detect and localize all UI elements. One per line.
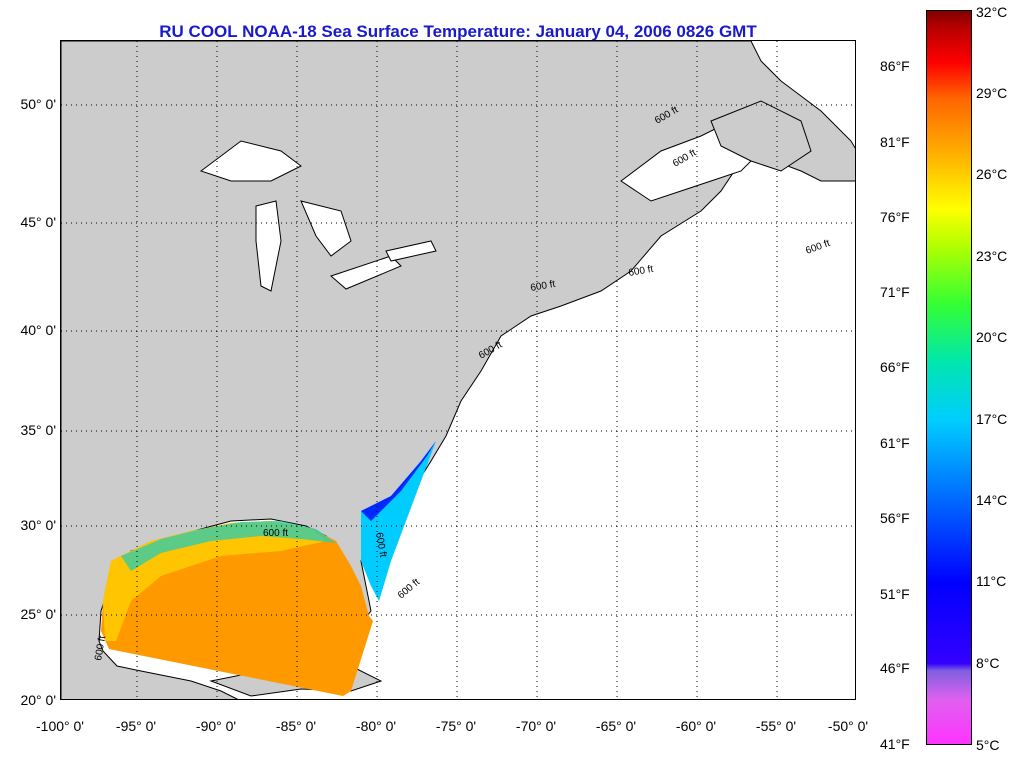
lon-label: -55° 0' <box>755 718 797 734</box>
map-title: RU COOL NOAA-18 Sea Surface Temperature:… <box>159 22 757 41</box>
lat-label: 40° 0' <box>20 322 56 338</box>
gridlines <box>61 41 855 699</box>
lat-label: 45° 0' <box>20 214 56 230</box>
sst-atlantic-cold-edge <box>361 441 436 521</box>
colorbar-c-label: 29°C <box>976 85 1008 101</box>
colorbar-f-label: 51°F <box>880 586 910 602</box>
lake-superior <box>199 140 302 182</box>
colorbar-f-label: 41°F <box>880 736 910 752</box>
contour-label: 600 ft <box>93 635 108 662</box>
colorbar-c-label: 23°C <box>976 248 1008 264</box>
lon-label: -85° 0' <box>275 718 317 734</box>
colorbar-f-label: 71°F <box>880 284 910 300</box>
lat-label: 25° 0' <box>20 606 56 622</box>
colorbar-c-label: 26°C <box>976 166 1008 182</box>
lat-label: 35° 0' <box>20 422 56 438</box>
lat-label: 30° 0' <box>20 517 56 533</box>
colorbar-f-label: 66°F <box>880 359 910 375</box>
lon-label: -80° 0' <box>355 718 397 734</box>
newfoundland <box>710 100 812 172</box>
lon-label: -50° 0' <box>827 718 869 734</box>
colorbar-f-label: 81°F <box>880 134 910 150</box>
colorbar-f-label: 61°F <box>880 435 910 451</box>
lake-ontario <box>385 240 437 262</box>
sst-map[interactable]: 600 ft 600 ft 600 ft 600 ft 600 ft 600 f… <box>60 40 856 700</box>
sst-atlantic-swath <box>361 441 436 601</box>
colorbar-f-label: 86°F <box>880 58 910 74</box>
temperature-colorbar <box>926 10 972 745</box>
sst-gulf-cool-edge <box>121 521 336 571</box>
lat-label: 50° 0' <box>20 96 56 112</box>
colorbar-c-label: 20°C <box>976 329 1008 345</box>
colorbar-f-label: 46°F <box>880 660 910 676</box>
lon-label: -65° 0' <box>595 718 637 734</box>
colorbar-f-label: 56°F <box>880 510 910 526</box>
colorbar-c-label: 11°C <box>976 573 1007 589</box>
colorbar-f-label: 76°F <box>880 209 910 225</box>
lon-label: -100° 0' <box>36 718 84 734</box>
contour-label: 600 ft <box>530 279 557 294</box>
lon-label: -70° 0' <box>515 718 557 734</box>
colorbar-c-label: 5°C <box>976 737 1000 753</box>
contour-label: 600 ft <box>373 532 388 559</box>
lon-label: -75° 0' <box>435 718 477 734</box>
contour-label: 600 ft <box>263 528 288 539</box>
colorbar-c-label: 14°C <box>976 492 1008 508</box>
colorbar-c-label: 17°C <box>976 411 1008 427</box>
lat-label: 20° 0' <box>20 692 56 708</box>
contour-label: 600 ft <box>628 264 655 279</box>
lon-label: -95° 0' <box>115 718 157 734</box>
lake-michigan <box>255 200 282 292</box>
lake-huron <box>300 200 352 257</box>
lon-label: -60° 0' <box>675 718 717 734</box>
lake-erie <box>330 255 402 290</box>
map-svg: 600 ft 600 ft 600 ft 600 ft 600 ft 600 f… <box>61 41 855 699</box>
colorbar-c-label: 32°C <box>976 4 1008 20</box>
lon-label: -90° 0' <box>195 718 237 734</box>
colorbar-c-label: 8°C <box>976 655 1000 671</box>
